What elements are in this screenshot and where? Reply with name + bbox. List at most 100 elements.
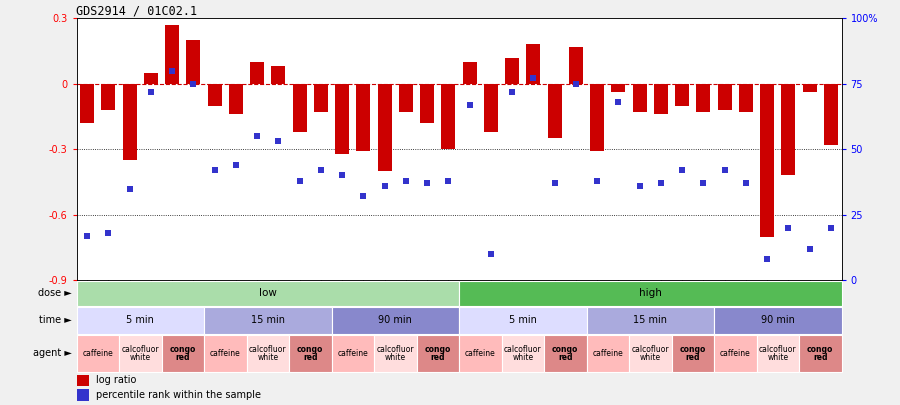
Bar [459,281,842,306]
Bar [76,375,89,386]
Text: low: low [259,288,276,298]
Point [590,177,604,184]
Text: calcofluor
white: calcofluor white [504,345,542,362]
Text: congo
red: congo red [680,345,706,362]
Point [250,133,265,139]
Text: percentile rank within the sample: percentile rank within the sample [95,390,261,400]
Bar [442,84,455,149]
Bar [714,335,757,372]
Bar [331,335,374,372]
Point [760,256,774,262]
Bar [417,335,459,372]
Bar [590,84,604,151]
Point [271,138,285,145]
Text: caffeine: caffeine [592,349,623,358]
Point [569,81,583,87]
Bar [587,307,714,334]
Text: 5 min: 5 min [508,315,536,325]
Bar [526,45,540,84]
Point [144,88,158,95]
Point [292,177,307,184]
Bar [757,335,799,372]
Bar [420,84,434,123]
Bar [629,335,671,372]
Point [399,177,413,184]
Point [186,81,201,87]
Text: dose ►: dose ► [38,288,72,298]
Point [781,225,796,231]
Text: 90 min: 90 min [378,315,412,325]
Bar [292,84,307,132]
Point [463,102,477,108]
Text: caffeine: caffeine [83,349,113,358]
Point [314,167,328,173]
Point [483,251,498,257]
Bar [250,62,264,84]
Bar [714,307,842,334]
Text: agent ►: agent ► [33,348,72,358]
Point [377,183,392,189]
Bar [204,307,331,334]
Bar [799,335,842,372]
Bar [675,84,689,106]
Text: calcofluor
white: calcofluor white [122,345,159,362]
Bar [76,281,459,306]
Bar [335,84,349,153]
Point [547,180,562,187]
Text: calcofluor
white: calcofluor white [376,345,414,362]
Bar [356,84,370,151]
Text: time ►: time ► [40,315,72,325]
Bar [505,58,519,84]
Text: caffeine: caffeine [338,349,368,358]
Text: calcofluor
white: calcofluor white [249,345,286,362]
Point [717,167,732,173]
Text: 5 min: 5 min [126,315,154,325]
Text: caffeine: caffeine [465,349,496,358]
Point [441,177,455,184]
Bar [501,335,544,372]
Point [633,183,647,189]
Text: congo
red: congo red [297,345,323,362]
Point [739,180,753,187]
Bar [229,84,243,114]
Point [165,67,179,74]
Bar [247,335,289,372]
Text: congo
red: congo red [552,345,579,362]
Text: calcofluor
white: calcofluor white [632,345,669,362]
Text: congo
red: congo red [807,345,833,362]
Bar [399,84,413,112]
Bar [760,84,774,237]
Bar [803,84,816,92]
Bar [122,84,137,160]
Point [824,225,838,231]
Bar [781,84,796,175]
Point [526,75,541,82]
Point [122,185,137,192]
Bar [76,335,119,372]
Bar [76,307,204,334]
Bar [76,389,89,401]
Bar [459,307,587,334]
Bar [80,84,94,123]
Point [420,180,435,187]
Text: 15 min: 15 min [634,315,667,325]
Point [207,167,221,173]
Point [229,162,243,168]
Point [356,193,371,200]
Text: high: high [639,288,662,298]
Bar [548,84,562,139]
Text: log ratio: log ratio [95,375,136,386]
Bar [314,84,328,112]
Point [803,245,817,252]
Bar [102,84,115,110]
Bar [463,62,476,84]
Text: 15 min: 15 min [251,315,284,325]
Text: congo
red: congo red [425,345,451,362]
Point [505,88,519,95]
Text: calcofluor
white: calcofluor white [759,345,796,362]
Bar [144,73,158,84]
Text: GDS2914 / 01C02.1: GDS2914 / 01C02.1 [76,4,198,17]
Bar [161,335,204,372]
Bar [654,84,668,114]
Point [101,230,115,237]
